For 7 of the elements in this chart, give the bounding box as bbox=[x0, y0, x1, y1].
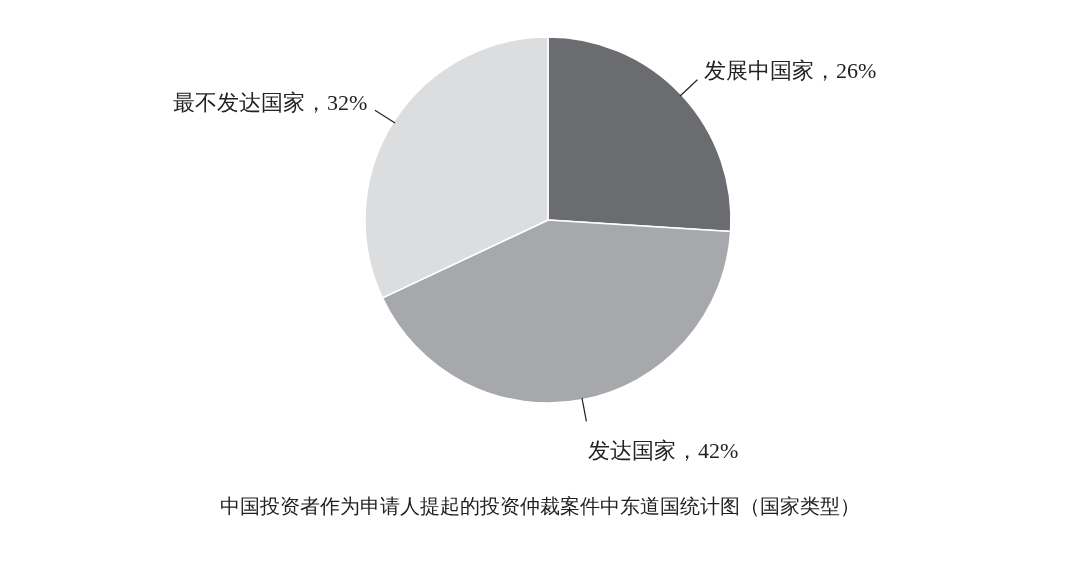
slice-label: 发达国家 bbox=[588, 437, 677, 463]
slice-label: 发展中国家 bbox=[704, 57, 815, 83]
data-label: ，32% bbox=[304, 90, 368, 116]
data-label: ，42% bbox=[676, 437, 739, 463]
text: 中国投资者作为申请人提起的投资仲裁案件中东道国统计图（国家类型） bbox=[220, 495, 860, 517]
data-label: ，26% bbox=[814, 57, 877, 83]
slice-label: 最不发达国家 bbox=[172, 90, 305, 116]
